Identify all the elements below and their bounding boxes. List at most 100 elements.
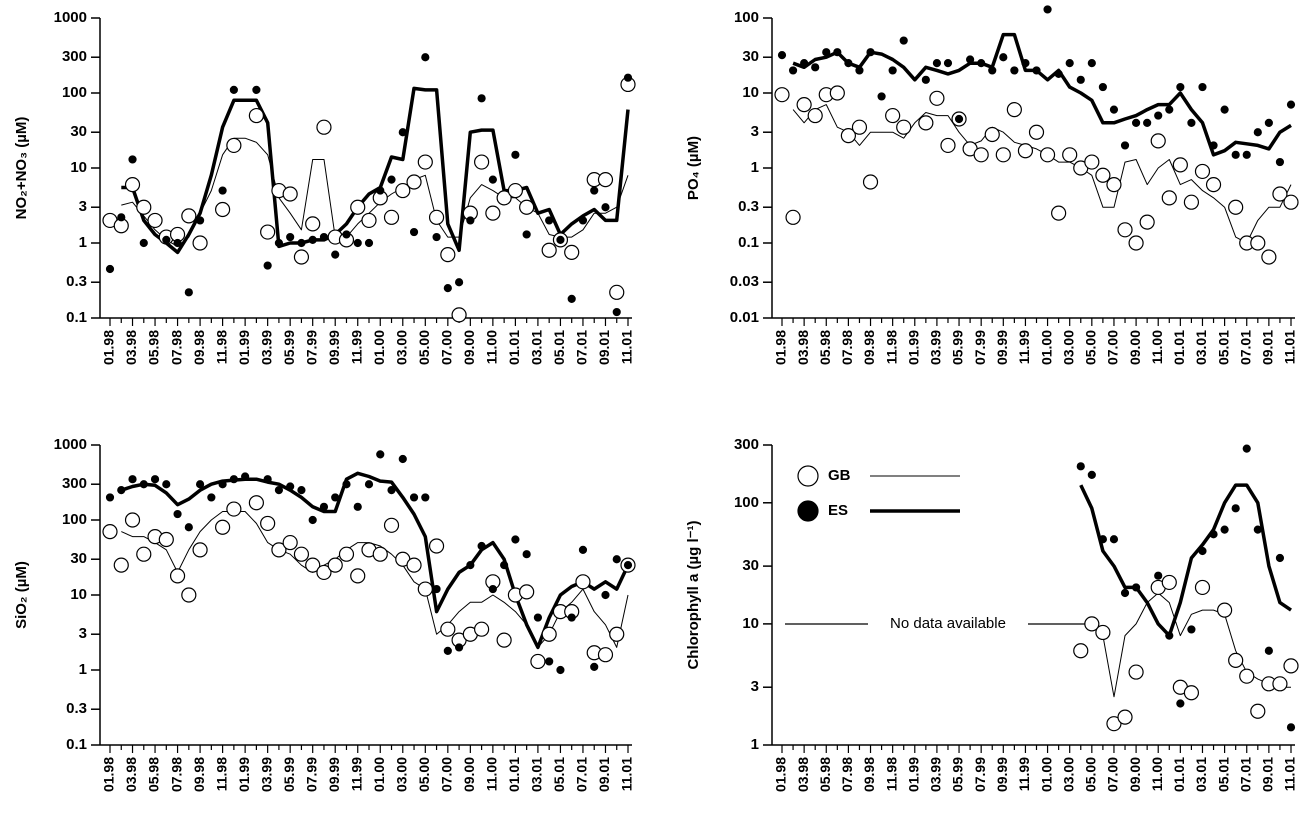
open-point [169, 568, 186, 584]
open-point [851, 119, 868, 135]
filled-point [1165, 631, 1174, 640]
x-tick-label: 03.01 [1193, 757, 1209, 792]
filled-point [1154, 111, 1163, 120]
y-tick-label: 300 [734, 436, 759, 453]
x-tick-label: 07.99 [972, 757, 988, 792]
x-tick-label: 01.00 [371, 757, 387, 792]
x-tick-label: 09.98 [861, 757, 877, 792]
filled-point [1065, 59, 1074, 68]
filled-point [218, 186, 227, 195]
trend-line [1079, 483, 1292, 638]
y-tick-label: 0.1 [738, 234, 759, 251]
filled-point [1198, 82, 1207, 92]
x-tick-label: 03.01 [529, 330, 545, 365]
open-point [1039, 147, 1056, 163]
x-tick-label: 07.00 [1105, 757, 1121, 792]
filled-point [888, 66, 897, 75]
y-tick-label: 100 [734, 494, 759, 511]
filled-point [274, 238, 284, 248]
x-tick-label: 09.00 [461, 330, 477, 365]
open-point [440, 621, 456, 637]
x-tick-label: 11.01 [1282, 330, 1298, 364]
filled-point [578, 216, 588, 225]
filled-point [1054, 69, 1063, 78]
filled-point [612, 307, 621, 317]
open-point [395, 182, 411, 199]
filled-point [331, 493, 340, 502]
filled-point [545, 216, 554, 225]
filled-point [443, 646, 452, 655]
legend-marker [797, 500, 819, 522]
filled-point [286, 482, 295, 491]
x-tick-label: 09.99 [994, 330, 1010, 365]
filled-point [500, 561, 509, 570]
x-tick-label: 03.98 [123, 757, 139, 792]
x-tick-label: 03.98 [123, 330, 139, 365]
filled-point [376, 186, 385, 195]
filled-point [263, 475, 272, 484]
filled-point [488, 175, 497, 184]
filled-point [195, 480, 205, 489]
filled-point [398, 128, 407, 137]
x-tick-label: 01.98 [773, 330, 789, 365]
filled-point [319, 232, 329, 242]
open-point [1172, 157, 1188, 173]
x-tick-label: 05.01 [551, 757, 567, 792]
filled-point [432, 232, 441, 242]
y-axis-label: SiO₂ (µM) [13, 561, 30, 629]
open-point [1250, 235, 1266, 251]
x-tick-label: 11.00 [1149, 330, 1165, 364]
filled-point [1220, 525, 1229, 534]
filled-point [105, 493, 115, 502]
open-point [530, 653, 546, 670]
x-tick-label: 07.99 [972, 330, 988, 365]
x-tick-label: 03.00 [393, 757, 409, 792]
open-point [829, 85, 845, 101]
open-point [124, 512, 141, 528]
filled-point [590, 186, 599, 195]
x-tick-label: 09.99 [326, 330, 342, 365]
filled-point [556, 235, 565, 244]
open-point [1095, 624, 1111, 641]
x-tick-label: 07.01 [574, 330, 590, 365]
filled-point [1109, 105, 1119, 114]
filled-point [195, 216, 205, 225]
open-point [507, 182, 523, 199]
x-tick-label: 03.99 [258, 757, 274, 792]
open-point [1051, 205, 1067, 221]
annotation: No data available [890, 615, 1006, 632]
open-point [1194, 163, 1211, 180]
open-point [1183, 194, 1200, 210]
open-point [440, 247, 456, 263]
open-point [248, 495, 264, 511]
open-point [406, 557, 422, 573]
x-tick-label: 01.98 [101, 330, 117, 365]
filled-point [999, 53, 1008, 62]
filled-point [1187, 118, 1196, 127]
filled-point [128, 475, 137, 484]
open-point [1150, 133, 1166, 149]
filled-point [1176, 82, 1185, 92]
x-tick-label: 03.99 [928, 330, 944, 365]
filled-point [1253, 128, 1262, 137]
filled-point [1131, 583, 1141, 592]
trend-line [792, 104, 1292, 244]
open-point [1117, 709, 1133, 725]
filled-point [117, 213, 126, 222]
open-point [428, 538, 445, 554]
filled-point [454, 643, 464, 652]
filled-point [1264, 118, 1273, 127]
filled-point [1231, 504, 1240, 513]
open-point [995, 147, 1011, 163]
open-point [181, 587, 197, 603]
x-tick-label: 11.00 [484, 757, 500, 791]
filled-point [1143, 118, 1152, 127]
x-tick-label: 03.01 [1193, 330, 1209, 365]
filled-point [162, 480, 171, 489]
open-point [417, 154, 433, 170]
open-point [796, 97, 812, 113]
filled-point [1087, 59, 1096, 68]
x-tick-label: 05.00 [1083, 330, 1099, 365]
open-point [113, 557, 129, 573]
filled-point [353, 502, 362, 511]
